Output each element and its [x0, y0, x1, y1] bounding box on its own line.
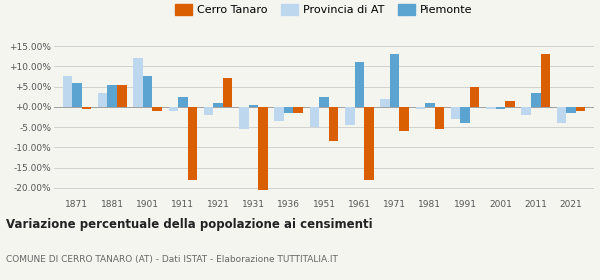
Bar: [364, 107, 374, 180]
Bar: [505, 101, 515, 107]
Bar: [486, 107, 496, 109]
Bar: [117, 85, 127, 107]
Bar: [470, 87, 479, 107]
Bar: [460, 107, 470, 123]
Bar: [329, 107, 338, 141]
Bar: [62, 76, 72, 107]
Bar: [274, 107, 284, 121]
Bar: [355, 62, 364, 107]
Text: Variazione percentuale della popolazione ai censimenti: Variazione percentuale della popolazione…: [6, 218, 373, 231]
Bar: [239, 107, 248, 129]
Bar: [204, 107, 214, 115]
Bar: [248, 105, 258, 107]
Bar: [188, 107, 197, 180]
Bar: [310, 107, 319, 127]
Bar: [82, 107, 91, 109]
Bar: [178, 97, 188, 107]
Bar: [576, 107, 586, 111]
Bar: [380, 99, 390, 107]
Bar: [284, 107, 293, 113]
Bar: [496, 107, 505, 109]
Bar: [531, 93, 541, 107]
Bar: [541, 54, 550, 107]
Bar: [425, 103, 434, 107]
Bar: [390, 54, 400, 107]
Bar: [557, 107, 566, 123]
Bar: [107, 85, 117, 107]
Bar: [98, 93, 107, 107]
Bar: [400, 107, 409, 131]
Bar: [566, 107, 576, 113]
Legend: Cerro Tanaro, Provincia di AT, Piemonte: Cerro Tanaro, Provincia di AT, Piemonte: [173, 1, 475, 17]
Text: COMUNE DI CERRO TANARO (AT) - Dati ISTAT - Elaborazione TUTTITALIA.IT: COMUNE DI CERRO TANARO (AT) - Dati ISTAT…: [6, 255, 338, 264]
Bar: [521, 107, 531, 115]
Bar: [451, 107, 460, 119]
Bar: [214, 103, 223, 107]
Bar: [169, 107, 178, 111]
Bar: [72, 83, 82, 107]
Bar: [152, 107, 162, 111]
Bar: [416, 107, 425, 109]
Bar: [319, 97, 329, 107]
Bar: [434, 107, 444, 129]
Bar: [223, 78, 232, 107]
Bar: [345, 107, 355, 125]
Bar: [258, 107, 268, 190]
Bar: [133, 58, 143, 107]
Bar: [293, 107, 303, 113]
Bar: [143, 76, 152, 107]
